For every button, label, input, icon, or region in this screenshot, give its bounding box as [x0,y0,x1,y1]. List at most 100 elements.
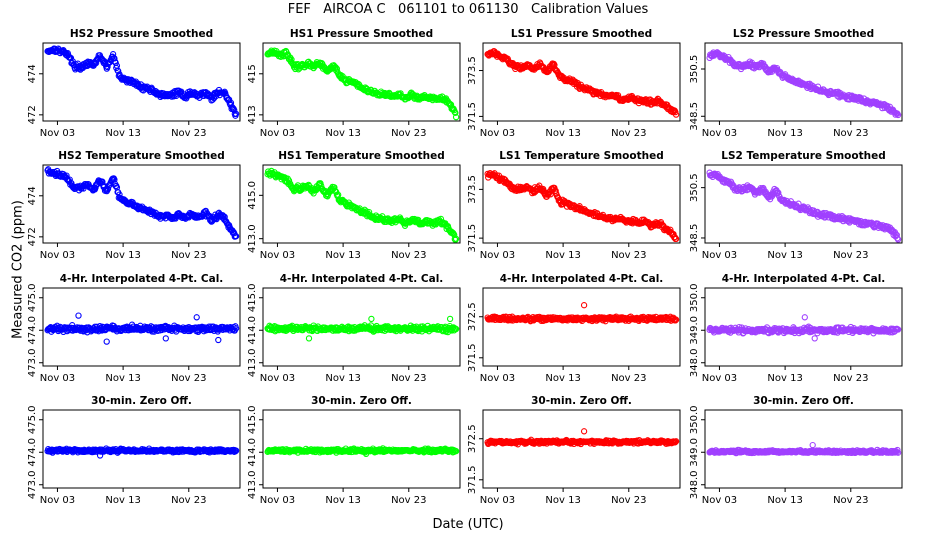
x-tick-label: Nov 13 [325,250,360,261]
x-tick-label: Nov 03 [260,373,295,384]
x-tick-label: Nov 03 [260,128,295,139]
y-tick-label: 474 [27,64,38,83]
chart-title: LS2 Temperature Smoothed [721,150,885,162]
series-points [264,445,460,458]
series-points [44,312,240,345]
data-point [69,58,76,65]
y-tick-label: 373.5 [467,56,478,85]
y-tick-label: 348.5 [689,224,700,253]
y-tick-label: 348.5 [689,102,700,131]
x-tick-label: Nov 13 [105,250,140,261]
series-points [706,314,902,342]
plot-frame [704,287,903,367]
chart-title: HS1 Temperature Smoothed [278,150,445,162]
series-points [484,48,680,118]
data-point [209,96,216,103]
data-point [544,68,551,76]
data-point [894,111,902,119]
data-point [232,325,240,332]
series-points [706,441,902,457]
plot-frame [262,42,461,122]
x-tick-label: Nov 13 [545,373,580,384]
data-point [894,326,902,333]
chart-title: 4-Hr. Interpolated 4-Pt. Cal. [500,273,664,285]
chart-title: 4-Hr. Interpolated 4-Pt. Cal. [60,273,224,285]
y-tick-label: 473.0 [27,348,38,377]
data-point [232,447,240,454]
chart-title: LS1 Temperature Smoothed [499,150,663,162]
x-tick-label: Nov 13 [767,250,802,261]
y-tick-label: 371.5 [467,224,478,253]
x-tick-label: Nov 23 [391,495,426,506]
chart-title: 4-Hr. Interpolated 4-Pt. Cal. [722,273,886,285]
y-tick-label: 415 [247,64,258,83]
series-points [706,49,902,119]
y-tick-label: 371.5 [467,343,478,372]
x-tick-label: Nov 03 [480,495,515,506]
series-points [264,315,460,342]
x-tick-label: Nov 23 [171,250,206,261]
y-tick-label: 371.5 [467,465,478,494]
y-tick-label: 350.0 [689,283,700,312]
x-tick-label: Nov 13 [105,495,140,506]
x-tick-label: Nov 13 [325,128,360,139]
chart-panel-13: 30-min. Zero Off.Nov 03 Nov 13 Nov 23473.0… [27,395,241,506]
y-tick-label: 348.0 [689,348,700,377]
y-tick-label: 473.0 [27,470,38,499]
y-tick-label: 371.5 [467,102,478,131]
x-tick-label: Nov 03 [40,128,75,139]
plot-frame [482,409,681,489]
plot-frame [42,287,241,367]
chart-panel-9: 4-Hr. Interpolated 4-Pt. Cal.Nov 03 Nov 1… [27,273,241,384]
plot-frame [262,287,461,367]
chart-title: LS1 Pressure Smoothed [511,28,652,40]
plot-frame [42,42,241,122]
y-tick-label: 472 [27,227,38,246]
series-points [484,170,680,243]
data-point [111,176,118,183]
y-tick-label: 372.5 [467,424,478,453]
y-tick-label: 350.5 [689,55,700,84]
x-tick-label: Nov 03 [40,495,75,506]
outlier-point [96,452,104,459]
y-tick-label: 350.5 [689,173,700,202]
data-point [775,189,782,196]
x-tick-label: Nov 23 [611,495,646,506]
chart-panel-12: 4-Hr. Interpolated 4-Pt. Cal.Nov 03 Nov 1… [689,273,903,384]
plot-frame [482,164,681,244]
x-tick-label: Nov 13 [325,495,360,506]
chart-title: 30-min. Zero Off. [531,395,632,407]
data-point [232,448,239,455]
chart-panel-15: 30-min. Zero Off.Nov 03 Nov 13 Nov 23371.5… [467,395,681,506]
chart-title: 30-min. Zero Off. [753,395,854,407]
y-tick-label: 415.0 [247,283,258,312]
series-points [44,45,240,119]
y-tick-label: 414.0 [247,438,258,467]
y-tick-label: 414.0 [247,316,258,345]
y-tick-label: 475.0 [27,405,38,434]
data-point [285,177,293,184]
plot-frame [482,287,681,367]
data-point [285,52,292,59]
chart-title: HS1 Pressure Smoothed [290,28,433,40]
x-tick-label: Nov 03 [260,495,295,506]
plot-frame [42,164,241,244]
outlier-point [801,314,808,321]
x-tick-label: Nov 03 [480,250,515,261]
y-tick-label: 415.0 [247,181,258,210]
chart-title: HS2 Pressure Smoothed [70,28,213,40]
data-point [232,233,240,240]
data-point [672,316,680,323]
outlier-point [368,315,375,323]
chart-panel-10: 4-Hr. Interpolated 4-Pt. Cal.Nov 03 Nov 1… [247,273,461,384]
x-tick-label: Nov 13 [325,373,360,384]
x-tick-label: Nov 03 [702,250,737,261]
y-tick-label: 349.0 [689,316,700,345]
